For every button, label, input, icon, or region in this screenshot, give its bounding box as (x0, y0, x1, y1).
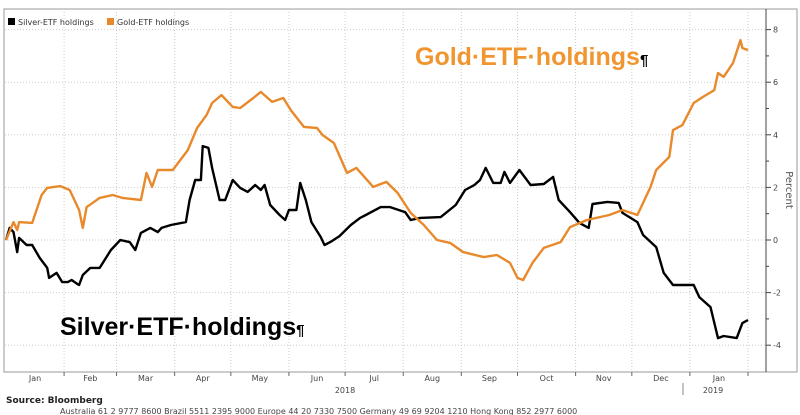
x-tick-label: Aug (424, 374, 440, 383)
gold-annotation-text: Gold·ETF·holdings (415, 43, 640, 71)
x-tick-label: Jan (712, 374, 725, 383)
x-tick-label: Mar (138, 374, 154, 383)
legend: Silver-ETF holdings Gold-ETF holdings (8, 18, 189, 27)
legend-label-silver: Silver-ETF holdings (18, 18, 94, 27)
y-tick-label: 0 (773, 236, 778, 245)
plot-frame (3, 8, 798, 373)
y-tick-label: 6 (773, 78, 778, 87)
pilcrow: ¶ (640, 52, 648, 69)
gold-series-line (4, 38, 749, 282)
y-tick-label: -2 (773, 289, 781, 298)
x-axis: Jan Feb Mar Apr May Jun Jul Aug Sep Oct Nov Dec Jan 2… (28, 372, 749, 395)
y-tick-label: 4 (773, 131, 778, 140)
x-tick-label: Jan (28, 374, 41, 383)
x-tick-label: Apr (196, 374, 211, 383)
grid (5, 9, 766, 372)
y-tick-label: -4 (773, 341, 781, 350)
x-tick-label: Dec (653, 374, 668, 383)
source-note: Source: Bloomberg (6, 396, 103, 406)
y-axis: 8 6 4 2 0 -2 -4 (765, 9, 781, 372)
x-tick-label: May (252, 374, 269, 383)
y-tick-label: 8 (773, 26, 778, 35)
x-tick-label: Nov (596, 374, 612, 383)
pilcrow: ¶ (296, 322, 304, 339)
x-year-label: 2019 (703, 386, 723, 395)
x-tick-label: Jul (368, 374, 379, 383)
x-year-label: 2018 (335, 386, 355, 395)
footer-contacts: Australia 61 2 9777 8600 Brazil 5511 239… (60, 407, 577, 415)
legend-swatch-silver (8, 18, 15, 25)
silver-series-line (4, 144, 749, 340)
x-tick-label: Sep (482, 374, 497, 383)
gold-annotation: Gold·ETF·holdings¶ (415, 43, 648, 71)
silver-annotation-text: Silver·ETF·holdings (60, 313, 296, 341)
x-tick-label: Jun (310, 374, 324, 383)
silver-annotation: Silver·ETF·holdings¶ (60, 313, 304, 341)
y-axis-label: Percent (783, 171, 794, 209)
x-tick-label: Feb (83, 374, 97, 383)
legend-swatch-gold (107, 18, 114, 25)
legend-label-gold: Gold-ETF holdings (117, 18, 189, 27)
x-tick-label: Oct (540, 374, 554, 383)
y-tick-label: 2 (773, 183, 778, 192)
series-lines (4, 38, 749, 340)
